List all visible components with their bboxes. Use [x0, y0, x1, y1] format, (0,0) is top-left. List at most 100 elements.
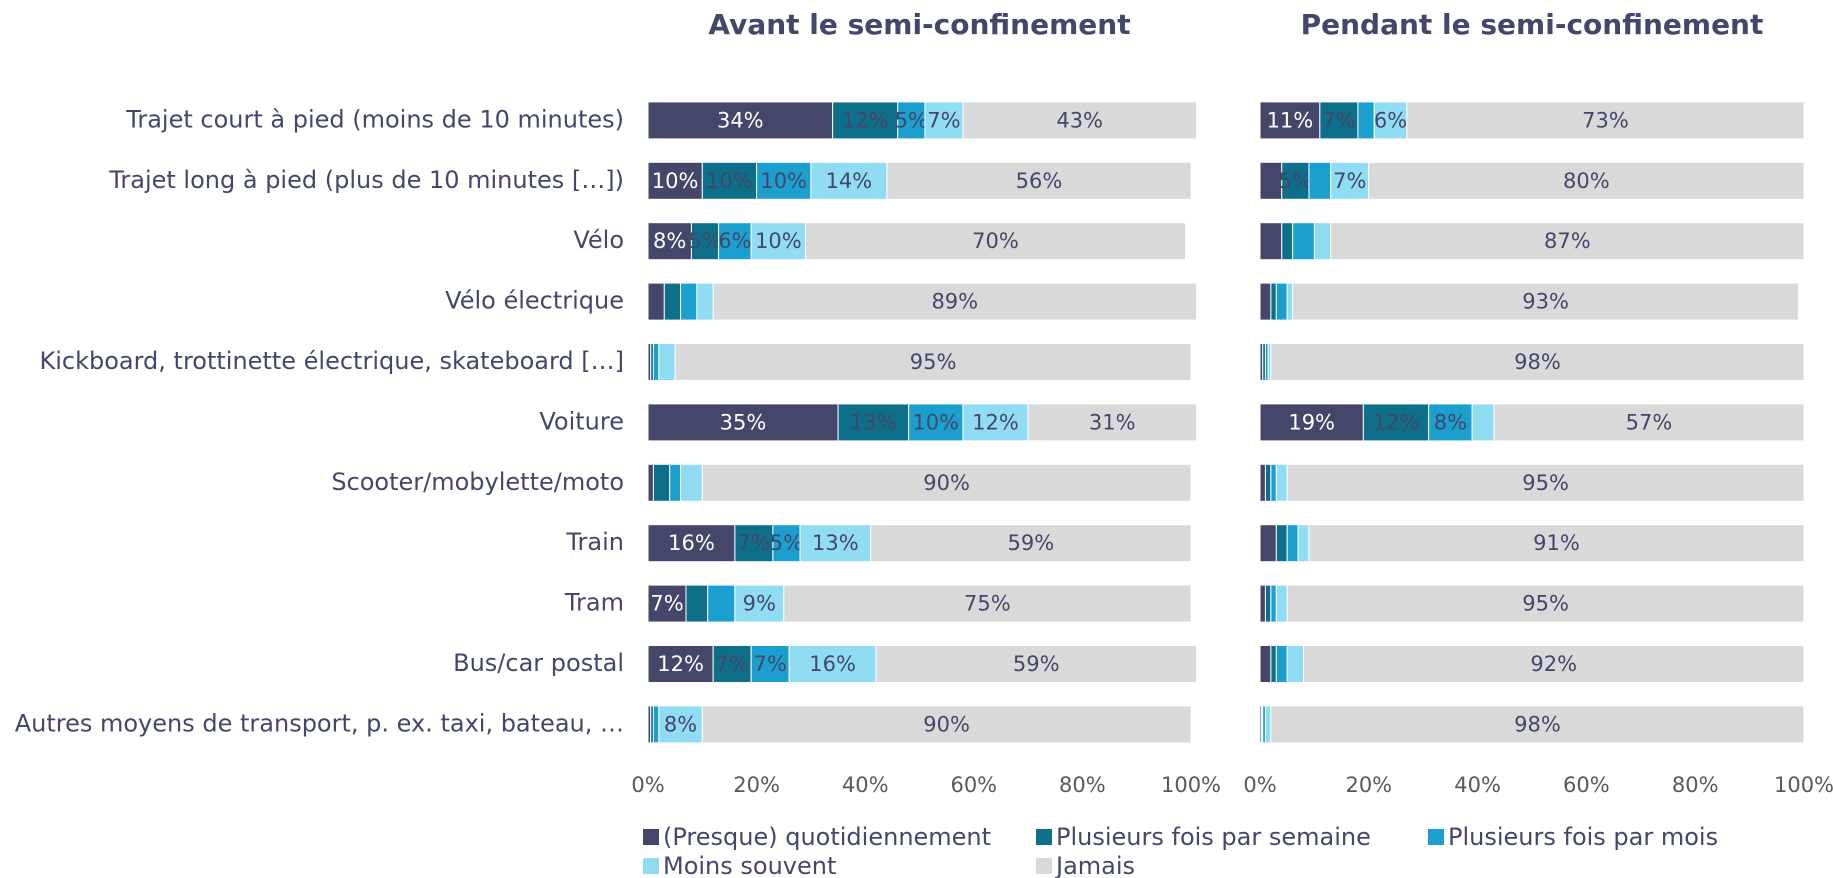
category-label: Trajet long à pied (plus de 10 minutes [… [108, 166, 624, 194]
legend-label: (Presque) quotidiennement [663, 823, 991, 851]
bar-segment [810, 161, 888, 200]
bar-segment [837, 403, 910, 442]
bar-segment [658, 343, 676, 381]
value-label: 10% [912, 410, 959, 434]
value-label: 5% [688, 229, 721, 253]
bar-segment [1297, 524, 1310, 563]
category-label: Kickboard, trottinette électrique, skate… [39, 347, 624, 375]
bar-segment [1286, 282, 1294, 321]
chart-title: Avant le semi-confinement [708, 8, 1130, 41]
category-label: Bus/car postal [453, 649, 624, 677]
bar-segment [1286, 584, 1805, 623]
value-label: 95% [1522, 592, 1569, 616]
value-label: 7% [1322, 108, 1355, 132]
value-label: 98% [1514, 350, 1561, 374]
bar-segment [1308, 161, 1332, 200]
value-label: 59% [1013, 652, 1060, 676]
bar-segment [1275, 282, 1288, 321]
value-label: 59% [1007, 531, 1054, 555]
value-label: 93% [1522, 290, 1569, 314]
bar-segment [783, 584, 1192, 623]
category-label: Tram [564, 589, 624, 617]
x-tick-label: 0% [631, 773, 664, 797]
value-label: 13% [812, 531, 859, 555]
bar-segment [1428, 403, 1473, 442]
category-label: Voiture [539, 407, 624, 435]
bar-segment [1259, 584, 1266, 623]
x-tick-label: 80% [1059, 773, 1106, 797]
value-label: 7% [650, 592, 683, 616]
bar-segment [908, 403, 964, 442]
bar-segment [1286, 463, 1805, 502]
bar-segment [1303, 645, 1805, 683]
bar-segment [832, 101, 899, 140]
bar-segment [1275, 645, 1288, 683]
bar-segment [772, 524, 801, 563]
value-label: 13% [850, 410, 897, 434]
bar-segment [1373, 101, 1408, 140]
legend-swatch [1428, 829, 1444, 845]
value-label: 10% [706, 169, 753, 193]
bar-segment [1275, 463, 1288, 502]
value-label: 8% [653, 229, 686, 253]
value-label: 98% [1514, 712, 1561, 736]
bar-segment [701, 161, 758, 200]
bar-segment [1471, 403, 1495, 442]
bar-segment [647, 403, 839, 442]
value-label: 10% [652, 169, 699, 193]
bar-segment [674, 343, 1192, 381]
bar-segment [1270, 705, 1805, 744]
bar-segment [1259, 282, 1272, 321]
value-label: 12% [842, 108, 889, 132]
bar-segment [1313, 222, 1332, 261]
bar-segment [1270, 584, 1277, 623]
bar-segment [712, 645, 752, 683]
value-label: 9% [743, 592, 776, 616]
bar-segment [1319, 101, 1359, 140]
x-tick-label: 0% [1243, 773, 1276, 797]
bar-segment [870, 524, 1192, 563]
value-label: 10% [760, 169, 807, 193]
value-label: 5% [895, 108, 928, 132]
value-label: 14% [826, 169, 873, 193]
bar-segment [647, 101, 834, 140]
bar-segment [658, 705, 703, 744]
value-label: 16% [668, 531, 715, 555]
value-label: 34% [717, 108, 764, 132]
bar-segment [647, 584, 687, 623]
value-label: 89% [931, 290, 978, 314]
bar-segment [1292, 282, 1800, 321]
value-label: 43% [1056, 108, 1103, 132]
x-tick-label: 20% [733, 773, 780, 797]
bar-segment [647, 463, 654, 502]
bar-segment [1286, 524, 1299, 563]
bar-segment [707, 584, 736, 623]
bar-segment [1259, 645, 1272, 683]
category-label: Autres moyens de transport, p. ex. taxi,… [15, 709, 624, 737]
bar-segment [756, 161, 812, 200]
legend-label: Plusieurs fois par mois [1448, 823, 1718, 851]
legend-swatch [1036, 829, 1052, 845]
bar-segment [788, 645, 877, 683]
value-label: 5% [770, 531, 803, 555]
bar-segment [1368, 161, 1805, 200]
value-label: 11% [1267, 108, 1314, 132]
value-label: 95% [1522, 471, 1569, 495]
legend-swatch [1036, 858, 1052, 874]
bar-segment [685, 584, 709, 623]
value-label: 75% [964, 592, 1011, 616]
value-label: 7% [716, 652, 749, 676]
value-label: 90% [923, 712, 970, 736]
value-label: 92% [1530, 652, 1577, 676]
bar-segment [1270, 282, 1277, 321]
x-tick-label: 20% [1345, 773, 1392, 797]
bar-segment [1281, 222, 1294, 261]
value-label: 19% [1288, 410, 1335, 434]
bar-segment [1357, 101, 1375, 140]
bar-segment [1330, 222, 1805, 261]
bar-segment [804, 222, 1187, 261]
bar-segment [1493, 403, 1805, 442]
value-label: 7% [737, 531, 770, 555]
bar-segment [1275, 524, 1288, 563]
bar-segment [1264, 463, 1272, 502]
